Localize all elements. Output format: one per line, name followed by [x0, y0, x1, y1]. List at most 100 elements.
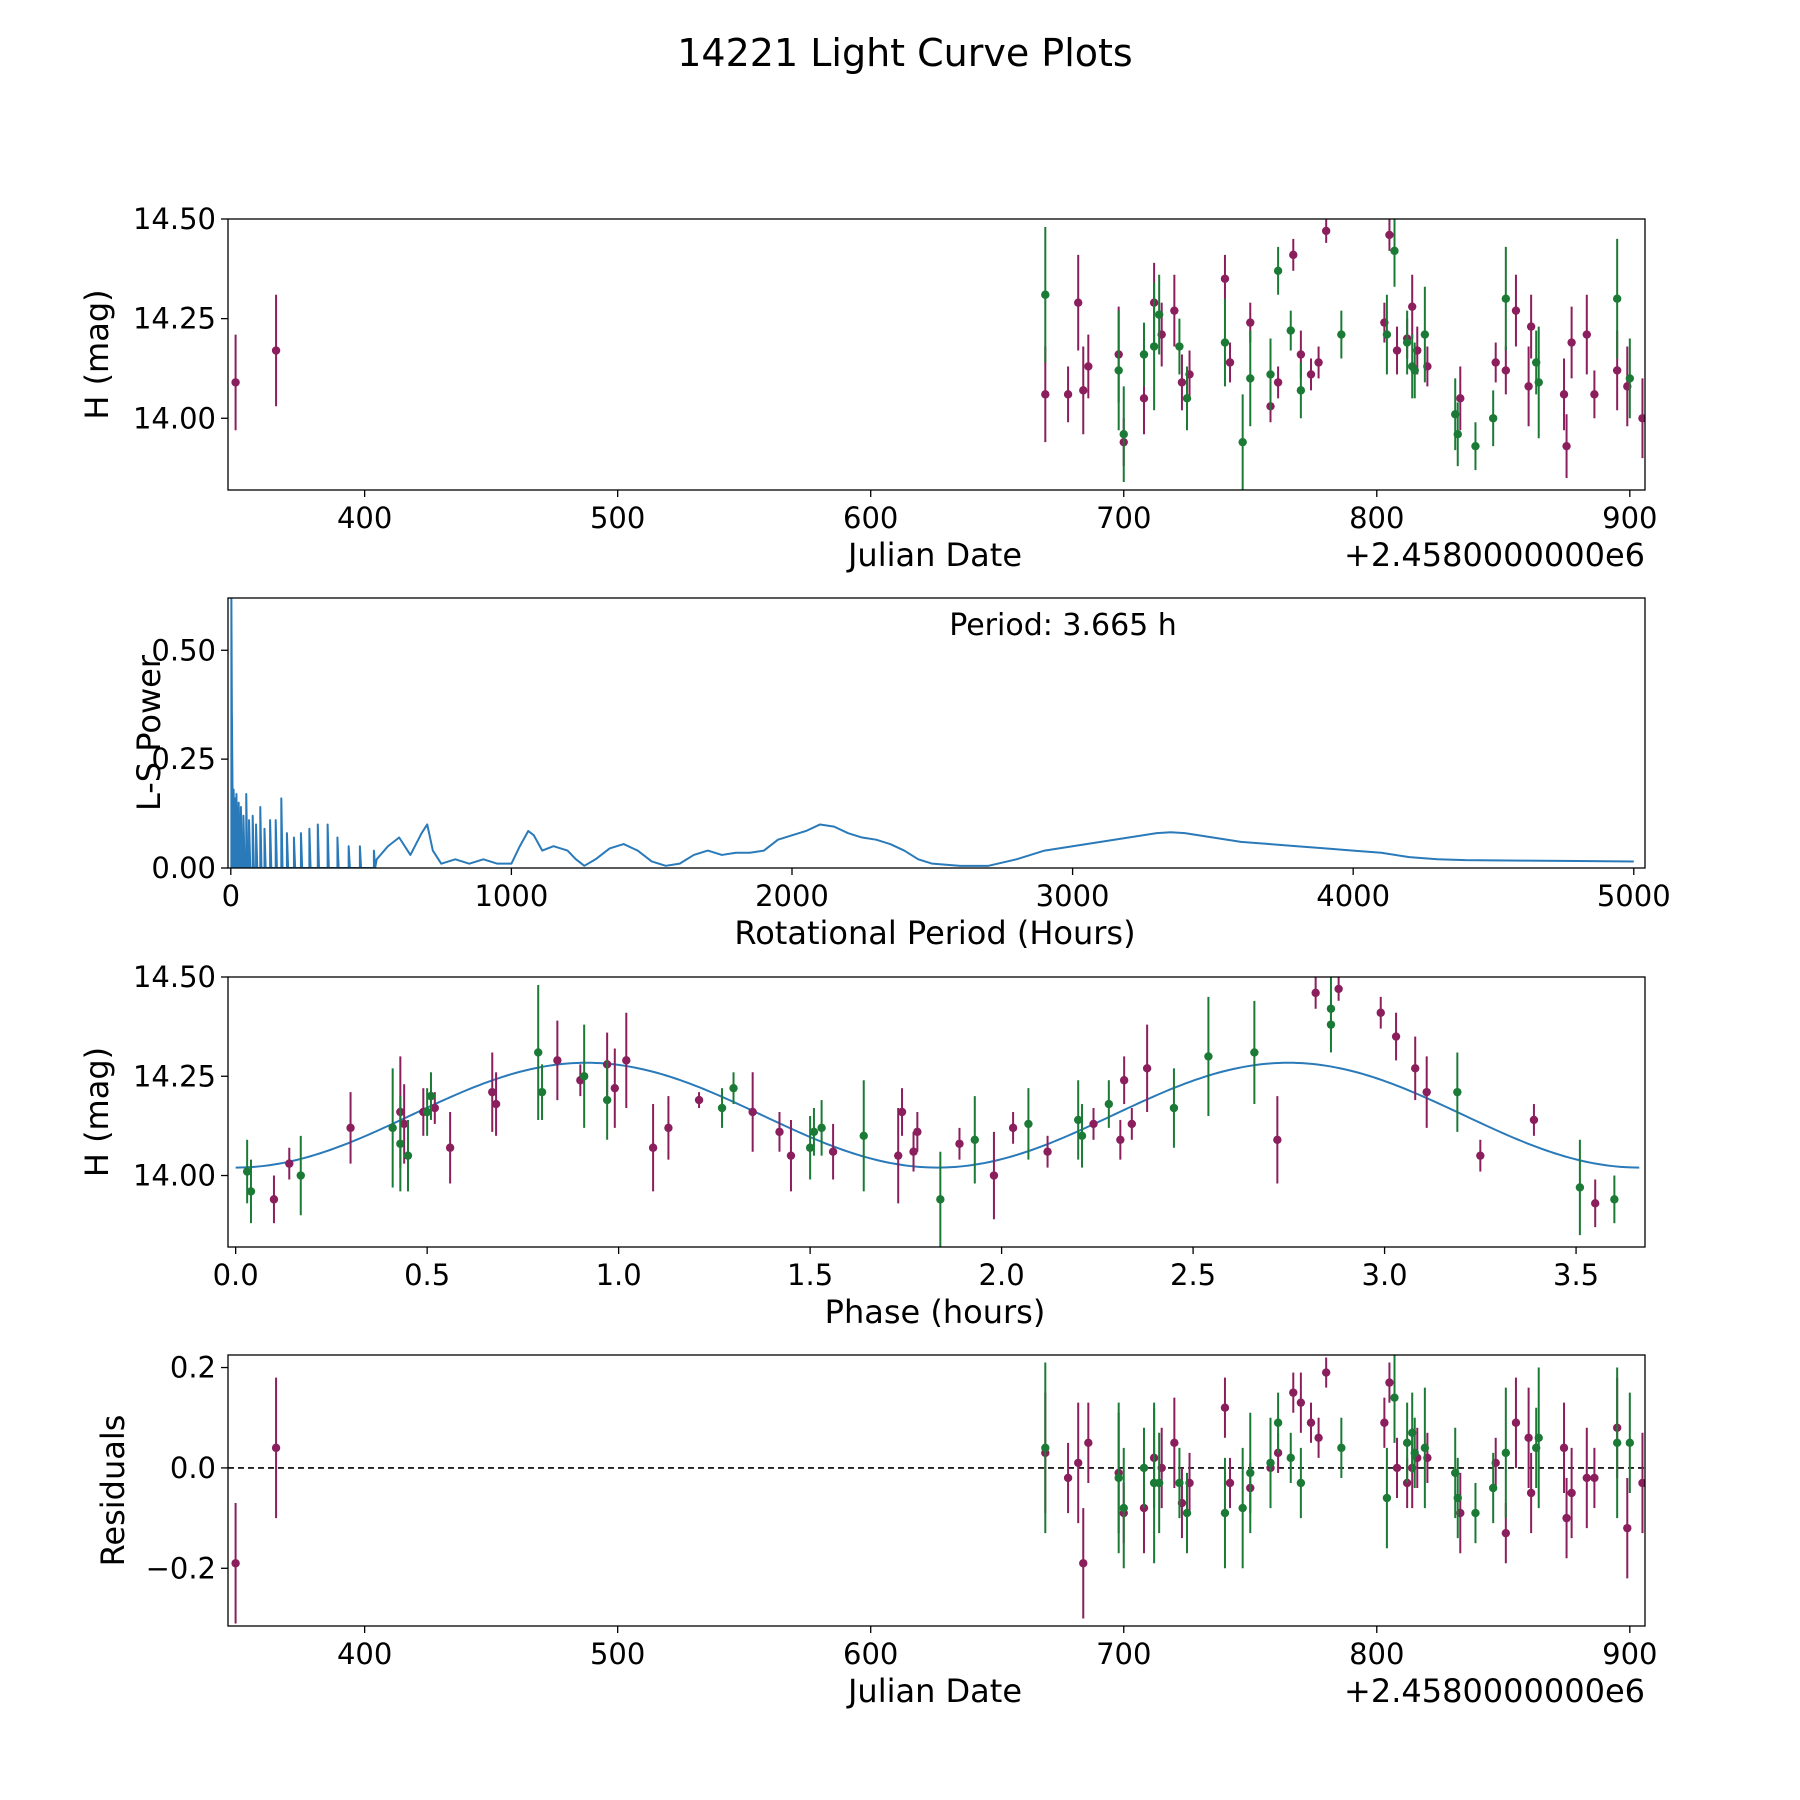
x-tick-label: 2.5	[1170, 1258, 1216, 1292]
data-point	[828, 1147, 838, 1156]
data-point	[1139, 394, 1149, 403]
data-point	[491, 1099, 501, 1109]
data-point	[748, 1107, 757, 1117]
data-point	[1246, 374, 1255, 383]
data-point	[1084, 362, 1093, 371]
data-point	[1612, 294, 1622, 303]
data-point	[1296, 1398, 1306, 1407]
period-annotation: Period: 3.665 h	[949, 608, 1177, 643]
data-point	[1175, 1478, 1184, 1488]
data-point	[1220, 1508, 1230, 1518]
data-point	[1321, 226, 1331, 236]
data-point	[694, 1095, 704, 1105]
data-point	[1376, 1008, 1385, 1017]
data-point	[664, 1123, 673, 1133]
data-point	[388, 1123, 397, 1133]
data-point	[1089, 1119, 1098, 1129]
periodogram-line	[230, 598, 1634, 868]
data-point	[1529, 1115, 1539, 1125]
x-tick-label: 900	[1602, 1637, 1657, 1671]
x-tick-label: 900	[1602, 501, 1657, 535]
data-point	[1311, 988, 1320, 998]
data-point	[285, 1159, 294, 1168]
y-tick-label: −0.2	[146, 1551, 216, 1585]
x-tick-label: 600	[843, 501, 898, 535]
data-point	[1296, 1478, 1306, 1488]
data-point	[396, 1139, 405, 1148]
data-point	[1559, 1443, 1569, 1453]
data-point	[1296, 350, 1306, 359]
data-point	[1382, 1493, 1392, 1503]
data-point	[622, 1056, 631, 1065]
data-point	[1567, 1488, 1576, 1498]
data-point	[1041, 390, 1050, 399]
data-point	[1534, 1433, 1543, 1443]
data-point	[242, 1167, 252, 1176]
data-point	[1559, 390, 1569, 399]
data-point	[1238, 437, 1247, 447]
data-point	[1116, 1135, 1125, 1144]
data-point	[579, 1072, 589, 1081]
data-point	[1582, 1473, 1592, 1483]
x-tick-label: 1.0	[596, 1258, 642, 1292]
data-point	[1314, 358, 1323, 367]
data-point	[1582, 330, 1592, 339]
data-point	[1119, 430, 1128, 439]
data-point	[1526, 1488, 1536, 1498]
phased-light-curve-plot-area	[235, 977, 1640, 1247]
data-point	[1063, 1473, 1073, 1483]
data-point	[1612, 366, 1622, 375]
y-axis-label: Residuals	[94, 1415, 132, 1567]
data-point	[1501, 366, 1511, 375]
x-axis-label: Julian Date	[846, 536, 1022, 574]
data-point	[1612, 1438, 1622, 1448]
data-point	[1225, 358, 1235, 367]
data-point	[1286, 1453, 1295, 1463]
data-point	[970, 1135, 979, 1144]
data-point	[1273, 378, 1283, 387]
y-axis-label: H (mag)	[78, 289, 116, 419]
x-tick-label: 700	[1096, 501, 1151, 535]
data-point	[610, 1083, 620, 1093]
periodogram-panel: 0 1000 2000 3000 4000 5000 0.00 0.25 0.50 Rotatio…	[130, 597, 1671, 952]
data-point	[1453, 1087, 1462, 1097]
filter-purple-series	[231, 219, 1645, 479]
x-tick-label: 600	[843, 1637, 898, 1671]
data-point	[1422, 1087, 1431, 1097]
data-point	[1337, 1443, 1346, 1453]
data-point	[1411, 1064, 1420, 1073]
x-tick-label: 400	[337, 1637, 392, 1671]
data-point	[553, 1056, 562, 1065]
data-point	[1326, 1004, 1336, 1013]
data-point	[1041, 290, 1050, 299]
data-point	[1390, 246, 1399, 256]
data-point	[1471, 441, 1480, 451]
data-point	[1266, 1458, 1275, 1468]
data-point	[1024, 1119, 1033, 1129]
data-point	[1119, 1076, 1129, 1085]
x-tick-label: 3.5	[1553, 1258, 1599, 1292]
data-point	[1402, 1438, 1412, 1448]
data-point	[1182, 394, 1192, 403]
x-axis-label: Rotational Period (Hours)	[734, 914, 1135, 952]
data-point	[1077, 1131, 1087, 1141]
data-point	[897, 1107, 907, 1117]
data-point	[1410, 366, 1419, 375]
x-axis-label: Julian Date	[846, 1672, 1022, 1710]
data-point	[1204, 1052, 1213, 1061]
x-tick-label: 800	[1349, 1637, 1404, 1671]
data-point	[1063, 390, 1073, 399]
data-point	[537, 1087, 547, 1097]
data-point	[894, 1151, 903, 1160]
data-point	[1225, 1478, 1235, 1488]
data-point	[403, 1151, 413, 1160]
data-point	[1114, 1473, 1123, 1483]
y-tick-label: 0.2	[170, 1351, 216, 1385]
data-point	[1420, 330, 1430, 339]
x-tick-label: 4000	[1316, 879, 1390, 913]
data-point	[422, 1107, 432, 1117]
x-axis-label: Phase (hours)	[825, 1293, 1046, 1331]
data-point	[445, 1143, 455, 1152]
light-curve-plot-area	[231, 219, 1645, 490]
data-point	[859, 1131, 868, 1141]
